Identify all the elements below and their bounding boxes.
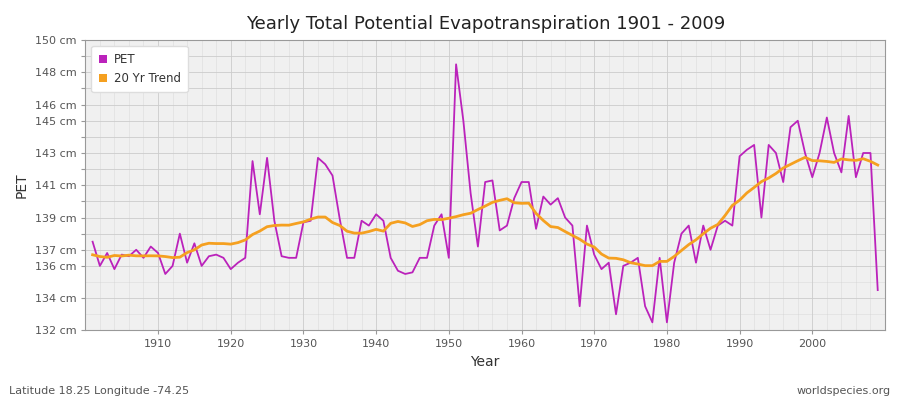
Text: Latitude 18.25 Longitude -74.25: Latitude 18.25 Longitude -74.25: [9, 386, 189, 396]
Y-axis label: PET: PET: [15, 172, 29, 198]
Legend: PET, 20 Yr Trend: PET, 20 Yr Trend: [91, 46, 188, 92]
X-axis label: Year: Year: [471, 355, 500, 369]
Text: worldspecies.org: worldspecies.org: [796, 386, 891, 396]
Title: Yearly Total Potential Evapotranspiration 1901 - 2009: Yearly Total Potential Evapotranspiratio…: [246, 15, 724, 33]
